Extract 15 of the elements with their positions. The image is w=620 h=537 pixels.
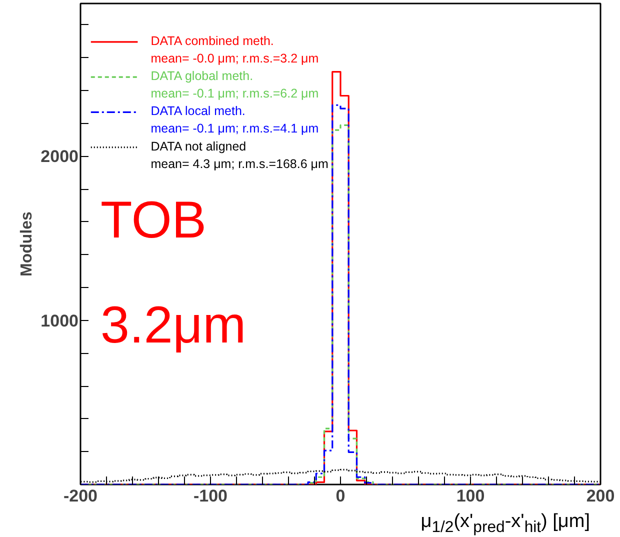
legend-label: DATA combined meth. mean= -0.0 μm; r.m.s.=3.2 μm xyxy=(150,34,319,66)
x-tick-label: 200 xyxy=(586,486,615,506)
x-tick-label: -200 xyxy=(63,486,98,506)
x-tick-label: 100 xyxy=(456,486,485,506)
x-tick-label: 0 xyxy=(336,486,346,506)
legend-label: DATA local meth. mean= -0.1 μm; r.m.s.=4.1 μm xyxy=(150,104,319,136)
x-tick-label: -100 xyxy=(193,486,228,506)
legend-label: DATA not aligned mean= 4.3 μm; r.m.s.=168.6 μm xyxy=(150,139,328,171)
legend-label: DATA global meth. mean= -0.1 μm; r.m.s.=6.2 μm xyxy=(150,69,319,101)
y-tick-label: 2000 xyxy=(40,147,79,166)
annotation: 3.2μm xyxy=(100,296,246,354)
y-axis-title: Modules xyxy=(18,211,36,276)
y-tick-label: 1000 xyxy=(40,311,79,330)
annotation: TOB xyxy=(100,192,206,250)
x-axis-title: μ$_{1/2}$(x'$_{pred}$-x'$_{hit}$) [μm] xyxy=(420,510,590,537)
